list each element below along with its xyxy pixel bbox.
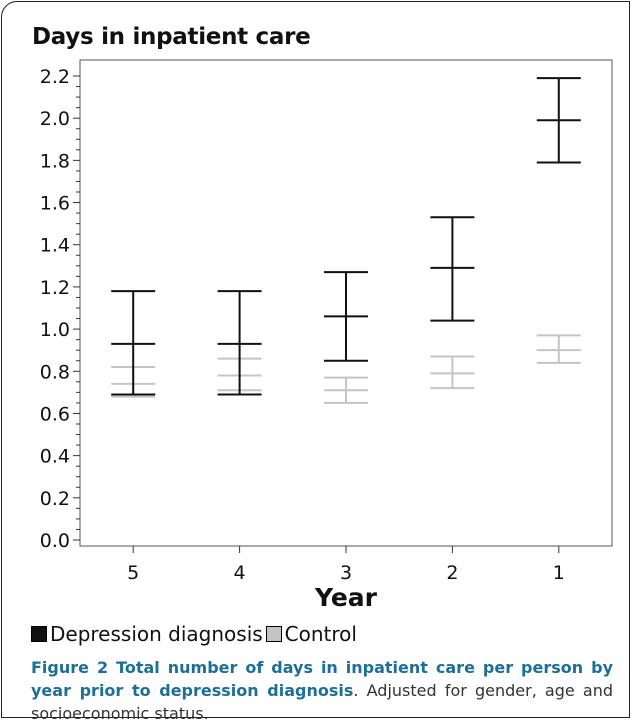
x-tick-label: 2 (446, 562, 458, 584)
chart-legend: Depression diagnosis Control (31, 622, 357, 646)
y-tick-label: 0.0 (40, 530, 70, 552)
y-tick-label: 1.2 (40, 277, 70, 299)
legend-item-depression: Depression diagnosis (31, 622, 263, 646)
x-tick-label: 5 (127, 562, 139, 584)
caption-label: Figure 2 Total number of days in inpatie… (31, 658, 613, 700)
figure-caption: Figure 2 Total number of days in inpatie… (31, 656, 613, 725)
x-axis-label: Year (314, 583, 378, 612)
y-tick-label: 1.8 (40, 150, 70, 172)
chart-title: Days in inpatient care (32, 24, 311, 50)
y-tick-label: 2.0 (40, 108, 70, 130)
error-bar-chart: 0.0 0.2 0.4 0.6 0.8 1.0 1.2 1.4 1.6 1.8 2.0 2.2 5 4 3 2… (40, 59, 613, 612)
y-tick-label: 0.4 (40, 446, 70, 468)
y-tick-label: 0.2 (40, 488, 70, 510)
y-tick-label: 0.8 (40, 361, 70, 383)
legend-swatch-control (265, 626, 282, 642)
caption-text: . Adjusted for gender, age and socioecon… (31, 681, 613, 723)
y-tick-label: 1.4 (40, 235, 70, 257)
x-tick-label: 1 (553, 562, 565, 584)
y-tick-label: 0.6 (40, 403, 70, 425)
legend-swatch-depression (31, 626, 47, 642)
x-tick-label: 4 (234, 562, 246, 584)
legend-item-control: Control (265, 622, 357, 646)
y-tick-label: 1.0 (40, 319, 70, 341)
legend-label-control: Control (284, 622, 357, 646)
y-tick-label: 2.2 (40, 66, 70, 88)
x-tick-label: 3 (340, 562, 352, 584)
legend-label-depression: Depression diagnosis (50, 622, 263, 646)
y-tick-label: 1.6 (40, 193, 70, 215)
